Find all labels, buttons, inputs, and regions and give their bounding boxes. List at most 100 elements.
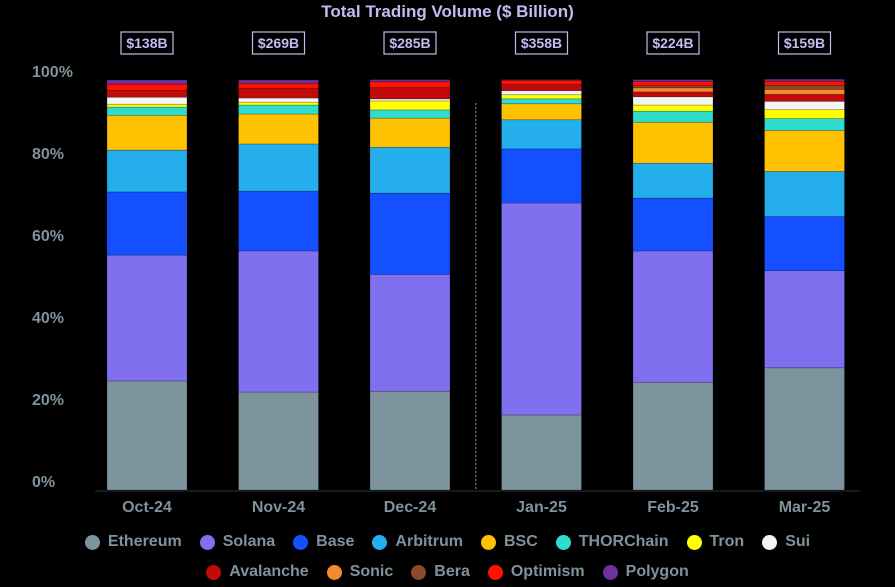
bar-segment-polygon-dec-24 (369, 79, 451, 82)
bar-segment-sonic-mar-25 (764, 89, 845, 95)
bar-segment-optimism-nov-24 (238, 82, 319, 89)
bar-segment-base-mar-25 (764, 216, 845, 271)
bar-segment-base-dec-24 (369, 192, 451, 275)
legend-label: Solana (222, 533, 276, 550)
bar-segment-bsc-dec-24 (369, 117, 451, 148)
y-tick-label: 60% (32, 228, 64, 245)
legend-marker-icon (602, 564, 618, 580)
bar-segment-bsc-oct-24 (106, 114, 188, 151)
bar-segment-arbitrum-jan-25 (501, 119, 582, 150)
legend-item-arbitrum[interactable]: Arbitrum (372, 533, 463, 551)
bar-segment-base-feb-25 (632, 197, 714, 252)
legend-marker-icon (487, 564, 503, 580)
bar-segment-tron-oct-24 (106, 103, 188, 108)
bar-segment-polygon-mar-25 (764, 78, 845, 82)
legend-item-sonic[interactable]: Sonic (326, 563, 394, 581)
bar-segment-base-oct-24 (106, 191, 188, 256)
legend-marker-icon (762, 534, 778, 550)
bar-segment-ethereum-mar-25 (764, 367, 845, 491)
bar-segment-polygon-oct-24 (106, 79, 188, 85)
legend-label: Ethereum (107, 533, 182, 550)
bar-segment-sui-mar-25 (764, 101, 845, 110)
legend-marker-icon (686, 534, 702, 550)
legend-label: Polygon (625, 563, 689, 580)
total-label: $358B (521, 35, 562, 51)
legend-item-optimism[interactable]: Optimism (487, 563, 585, 581)
legend-marker-icon (293, 534, 309, 550)
legend-label: Bera (434, 563, 470, 580)
legend-item-polygon[interactable]: Polygon (602, 563, 689, 581)
total-label: $269B (258, 35, 299, 51)
total-label-box (646, 31, 700, 55)
bar-segment-sui-nov-24 (238, 97, 319, 103)
legend-item-thorchain[interactable]: THORChain (555, 533, 669, 551)
bar-segment-tron-feb-25 (632, 104, 714, 112)
bar-segment-polygon-feb-25 (632, 79, 714, 82)
bar-segment-avalanche-jan-25 (501, 84, 582, 91)
legend-marker-icon (326, 564, 342, 580)
bar-segment-bsc-feb-25 (632, 121, 714, 164)
bar-segment-bera-mar-25 (764, 85, 845, 90)
legend-item-sui[interactable]: Sui (762, 533, 810, 551)
legend-item-ethereum[interactable]: Ethereum (84, 533, 182, 551)
bar-segment-ethereum-dec-24 (369, 390, 451, 491)
legend-marker-icon (84, 534, 100, 550)
bar-segment-thorchain-feb-25 (632, 110, 714, 123)
bar-segment-ethereum-nov-24 (238, 391, 319, 491)
legend-item-bera[interactable]: Bera (411, 563, 470, 581)
bar-segment-arbitrum-nov-24 (238, 143, 319, 192)
legend-item-tron[interactable]: Tron (686, 533, 744, 551)
bar-segment-sui-feb-25 (632, 96, 714, 106)
bar-segment-sonic-feb-25 (632, 87, 714, 93)
bar-segment-solana-feb-25 (632, 250, 714, 383)
total-label-box (251, 31, 306, 55)
bar-segment-solana-jan-25 (501, 202, 582, 416)
y-tick-label: 0% (32, 474, 55, 491)
y-tick-label: 40% (32, 310, 64, 327)
x-axis: Oct-24 Nov-24 Dec-24 Jan-25 Feb-25 Mar-25 (95, 490, 860, 516)
bar-segment-arbitrum-feb-25 (632, 162, 714, 199)
x-tick-label: Mar-25 (779, 499, 831, 516)
legend-label: THORChain (578, 533, 669, 550)
total-label-box (514, 31, 569, 55)
bar-segment-thorchain-jan-25 (501, 98, 582, 105)
x-tick-label: Feb-25 (647, 499, 699, 516)
legend-label: Base (316, 533, 355, 550)
legend-item-bsc[interactable]: BSC (480, 533, 538, 551)
bar-segment-tron-mar-25 (764, 109, 845, 119)
x-tick-label: Jan-25 (516, 499, 567, 516)
legend-item-avalanche[interactable]: Avalanche (206, 563, 309, 581)
total-label: $224B (652, 35, 693, 51)
stacked-bar-chart: 0%20%40%60%80%100% $138B $269B $285B $358B $… (32, 31, 860, 516)
bar-segment-avalanche-feb-25 (632, 91, 714, 98)
legend-label: Sui (785, 533, 811, 550)
bar-segment-optimism-dec-24 (369, 81, 451, 89)
y-tick-label: 20% (32, 392, 64, 409)
legend-label: Sonic (349, 563, 394, 580)
bar-segment-avalanche-dec-24 (369, 87, 451, 100)
legend-marker-icon (206, 564, 222, 580)
bar-segment-solana-oct-24 (106, 254, 188, 382)
bar-segment-sui-dec-24 (369, 98, 451, 102)
bar-segment-polygon-nov-24 (238, 80, 319, 84)
legend-row-1: Ethereum Solana Base Arbitrum BSC THORChain Tr… (0, 533, 895, 551)
bar-segment-solana-dec-24 (369, 274, 451, 392)
bar-segment-bsc-nov-24 (238, 113, 319, 145)
legend-label: BSC (503, 533, 538, 550)
bars (106, 78, 845, 491)
bar-segment-sui-oct-24 (106, 96, 188, 105)
bar-segment-optimism-feb-25 (632, 81, 714, 87)
bar-segment-arbitrum-mar-25 (764, 171, 845, 217)
bar-segment-optimism-mar-25 (764, 80, 845, 86)
bar-segment-base-nov-24 (238, 190, 319, 252)
bar-segment-polygon-jan-25 (501, 79, 582, 81)
legend-label: Avalanche (229, 563, 309, 580)
bar-segment-sui-jan-25 (501, 90, 582, 96)
total-label-box (120, 31, 174, 55)
x-tick-label: Dec-24 (384, 499, 437, 516)
bar-segment-avalanche-mar-25 (764, 94, 845, 102)
total-label-box (383, 31, 437, 55)
legend-item-solana[interactable]: Solana (199, 533, 276, 551)
legend-marker-icon (199, 534, 215, 550)
legend-item-base[interactable]: Base (293, 533, 354, 551)
